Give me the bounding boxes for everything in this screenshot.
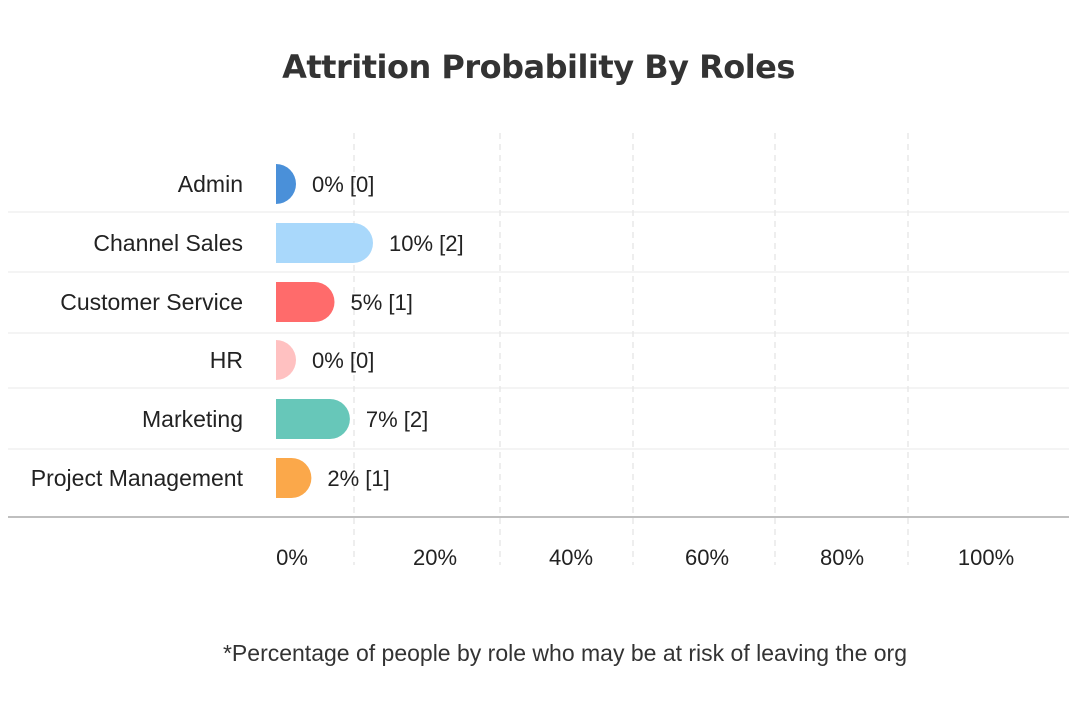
value-label: 5% [1] xyxy=(351,290,413,315)
bar xyxy=(276,458,312,498)
x-tick-label: 80% xyxy=(820,545,864,570)
x-tick-label: 0% xyxy=(276,545,308,570)
chart-title: Attrition Probability By Roles xyxy=(282,48,795,86)
x-tick-label: 100% xyxy=(958,545,1014,570)
bar xyxy=(276,399,350,439)
footnote: *Percentage of people by role who may be… xyxy=(222,640,907,666)
value-label: 0% [0] xyxy=(312,172,374,197)
bar xyxy=(276,340,296,380)
x-tick-label: 20% xyxy=(413,545,457,570)
category-label: Customer Service xyxy=(60,289,243,315)
bars xyxy=(276,164,373,498)
gridlines xyxy=(353,133,909,565)
category-label: Marketing xyxy=(142,406,243,432)
category-label: Admin xyxy=(178,171,243,197)
x-tick-labels: 0% 20% 40% 60% 80% 100% xyxy=(276,545,1014,570)
x-tick-label: 40% xyxy=(549,545,593,570)
category-label: HR xyxy=(210,347,243,373)
row-separators xyxy=(8,211,1069,450)
category-label: Project Management xyxy=(31,465,244,491)
x-tick-label: 60% xyxy=(685,545,729,570)
bar xyxy=(276,223,373,263)
value-label: 7% [2] xyxy=(366,407,428,432)
value-label: 0% [0] xyxy=(312,348,374,373)
category-label: Channel Sales xyxy=(93,230,243,256)
bar xyxy=(276,164,296,204)
value-label: 2% [1] xyxy=(327,466,389,491)
bar xyxy=(276,282,335,322)
value-label: 10% [2] xyxy=(389,231,464,256)
value-labels: 0% [0] 10% [2] 5% [1] 0% [0] 7% [2] 2% [1] xyxy=(312,172,464,491)
category-labels: Admin Channel Sales Customer Service HR Mark… xyxy=(31,171,244,491)
